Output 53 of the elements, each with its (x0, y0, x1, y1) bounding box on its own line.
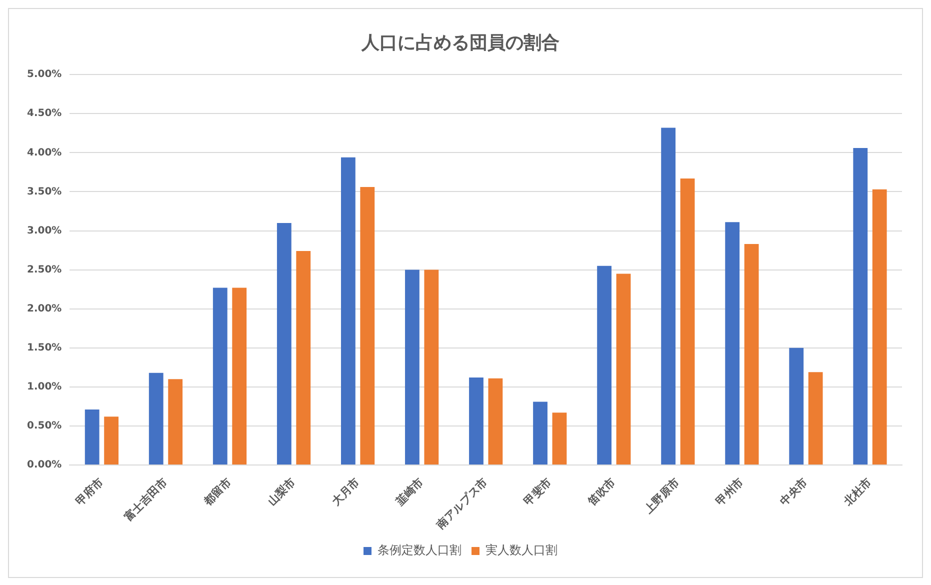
bar (424, 270, 439, 464)
x-tick-label: 上野原市 (641, 476, 682, 517)
x-tick-label: 甲斐市 (521, 476, 554, 508)
bar (616, 274, 631, 464)
bar (789, 348, 804, 464)
bar (853, 148, 868, 464)
y-tick-label: 0.00% (26, 460, 62, 471)
x-tick-label: 北杜市 (840, 476, 874, 509)
bar (872, 189, 887, 464)
x-tick-label: 甲府市 (73, 476, 106, 508)
bar (104, 416, 119, 464)
legend-label: 実人数人口割 (486, 543, 558, 558)
y-tick-label: 3.50% (26, 186, 62, 198)
bar (276, 222, 292, 464)
x-tick-label: 南アルプス市 (433, 476, 490, 532)
bar (808, 372, 823, 464)
bar (680, 178, 695, 464)
bar (232, 288, 247, 464)
x-tick-label: 笛吹市 (584, 476, 618, 509)
bar (488, 378, 503, 464)
legend-label: 条例定数人口割 (378, 543, 462, 558)
y-tick-label: 4.50% (26, 108, 62, 120)
y-tick-label: 1.00% (26, 382, 62, 393)
y-tick-label: 3.00% (26, 225, 62, 236)
bar (405, 270, 420, 464)
bar (597, 266, 612, 464)
bar (168, 379, 183, 464)
y-tick-label: 4.00% (26, 147, 62, 158)
x-tick-label: 中央市 (778, 476, 810, 508)
x-tick-label: 大月市 (329, 476, 362, 508)
y-tick-label: 0.50% (26, 420, 62, 432)
x-tick-label: 甲州市 (714, 476, 746, 508)
x-tick-label: 都留市 (200, 476, 234, 509)
bar (212, 288, 228, 464)
bar (725, 222, 740, 464)
bar (84, 410, 100, 464)
bar (360, 187, 375, 464)
y-tick-label: 2.50% (26, 264, 62, 276)
y-tick-label: 5.00% (26, 69, 62, 80)
x-tick-label: 富士吉田市 (122, 476, 170, 524)
bar (340, 157, 356, 464)
bar (552, 412, 567, 464)
y-tick-label: 1.50% (26, 342, 62, 354)
x-tick-label: 韮崎市 (392, 476, 426, 509)
chart-title: 人口に占める団員の割合 (360, 32, 560, 54)
y-tick-label: 2.00% (26, 303, 62, 314)
bar (296, 251, 311, 464)
bar (744, 244, 759, 464)
bar (661, 128, 676, 464)
bar (469, 378, 484, 464)
bar (533, 402, 548, 464)
x-tick-label: 山梨市 (265, 476, 298, 508)
bar (148, 372, 164, 464)
